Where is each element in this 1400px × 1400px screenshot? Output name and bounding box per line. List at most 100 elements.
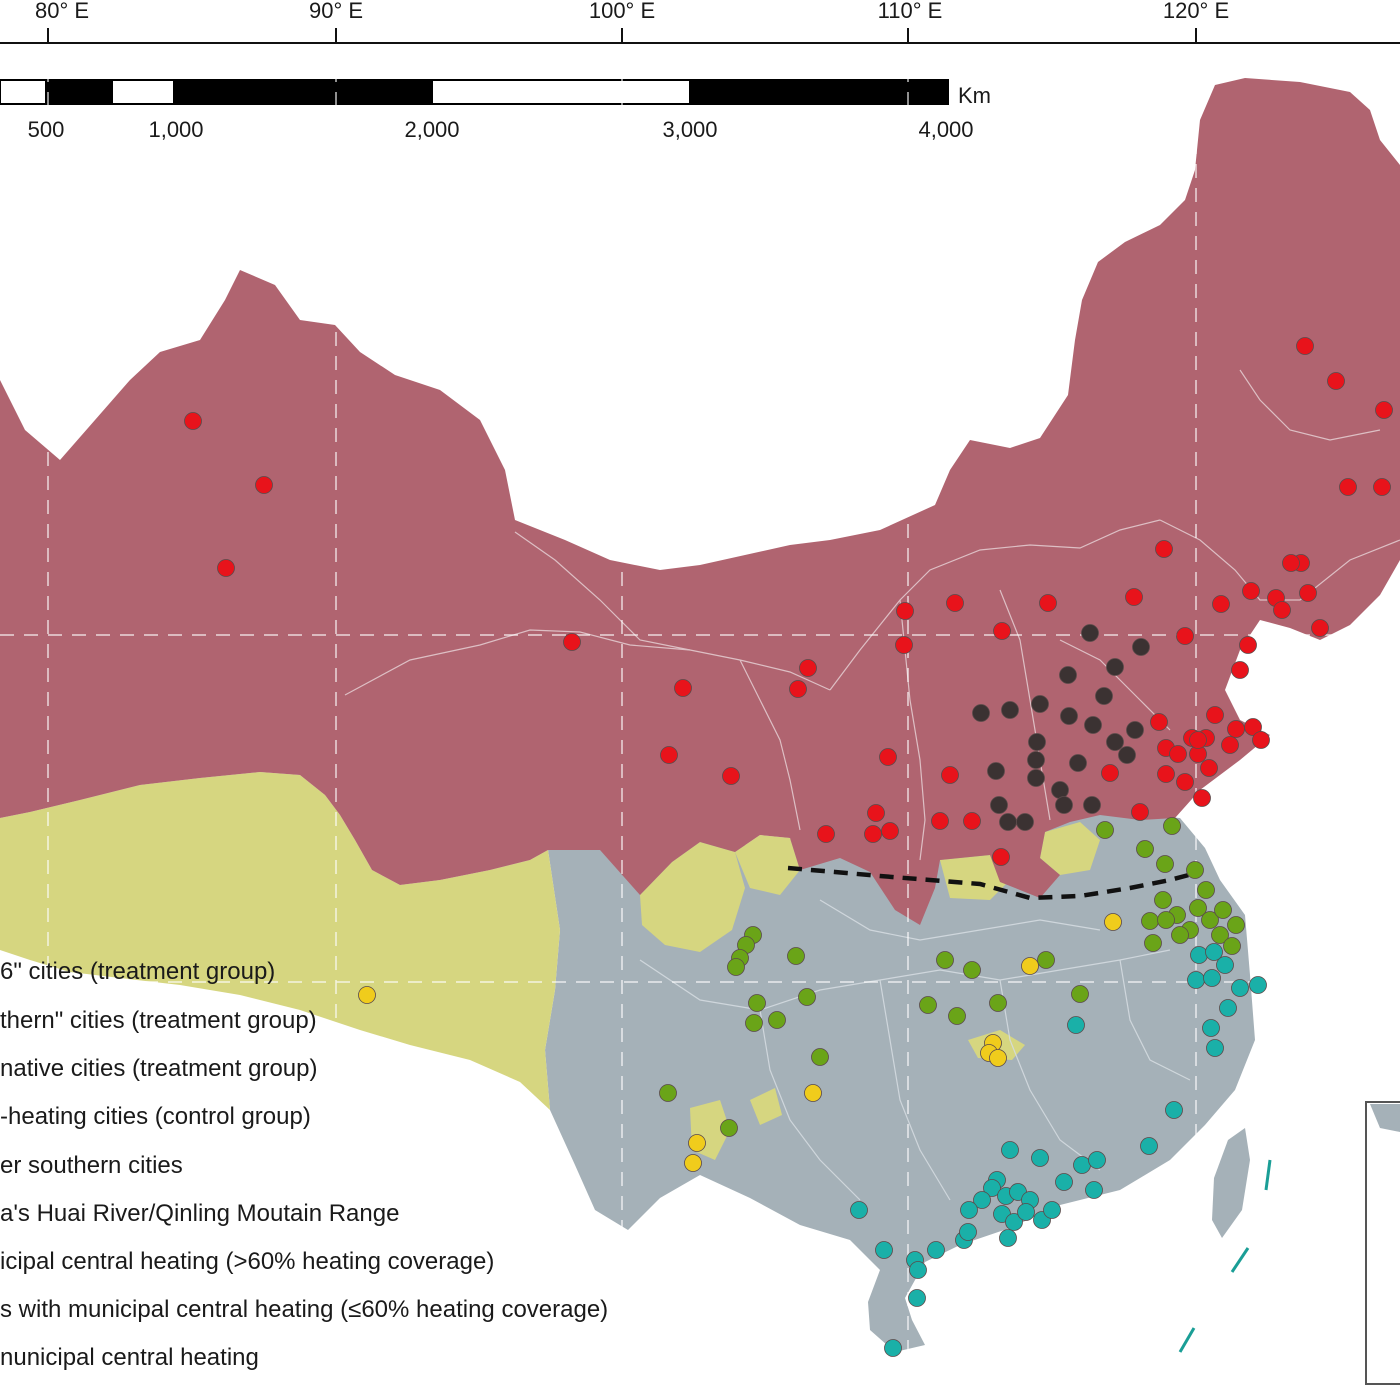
teal-city-marker bbox=[875, 1241, 893, 1259]
green-city-marker bbox=[1223, 937, 1241, 955]
longitude-label-120: 120° E bbox=[1162, 0, 1230, 23]
dark-city-marker bbox=[1069, 754, 1087, 772]
teal-city-marker bbox=[1249, 976, 1267, 994]
teal-city-marker bbox=[1055, 1173, 1073, 1191]
red-city-marker bbox=[1039, 594, 1057, 612]
green-city-marker bbox=[1163, 817, 1181, 835]
region-northern-heating bbox=[0, 78, 1400, 925]
dark-city-marker bbox=[1081, 624, 1099, 642]
green-city-marker bbox=[1156, 855, 1174, 873]
red-city-marker bbox=[993, 622, 1011, 640]
yellow-city-marker bbox=[358, 986, 376, 1004]
teal-city-marker bbox=[1088, 1151, 1106, 1169]
teal-city-marker bbox=[1231, 979, 1249, 997]
yellow-city-marker bbox=[684, 1154, 702, 1172]
dark-city-marker bbox=[1126, 721, 1144, 739]
red-city-marker bbox=[217, 559, 235, 577]
red-city-marker bbox=[799, 659, 817, 677]
dark-city-marker bbox=[972, 704, 990, 722]
longitude-ticks bbox=[47, 28, 1197, 43]
dark-city-marker bbox=[1031, 695, 1049, 713]
red-city-marker bbox=[946, 594, 964, 612]
dark-city-marker bbox=[999, 813, 1017, 831]
legend-item-other-southern-cities: er southern cities bbox=[0, 1152, 183, 1179]
teal-city-marker bbox=[999, 1229, 1017, 1247]
green-city-marker bbox=[1096, 821, 1114, 839]
region-partial-heating-hubei bbox=[940, 855, 1010, 900]
teal-city-marker bbox=[1206, 1039, 1224, 1057]
scale-unit: Km bbox=[958, 83, 991, 108]
red-city-marker bbox=[1282, 554, 1300, 572]
region-partial-heating-sichuan bbox=[640, 842, 745, 952]
dark-city-marker bbox=[1095, 687, 1113, 705]
inset-map-land bbox=[1370, 1104, 1400, 1132]
teal-city-marker bbox=[1202, 1019, 1220, 1037]
scale-label-4000: 4,000 bbox=[918, 117, 974, 142]
dark-city-marker bbox=[1027, 751, 1045, 769]
dark-city-marker bbox=[1084, 716, 1102, 734]
green-city-marker bbox=[989, 994, 1007, 1012]
scale-label-1000: 1,000 bbox=[148, 117, 204, 142]
red-city-marker bbox=[1311, 619, 1329, 637]
green-city-marker bbox=[745, 1014, 763, 1032]
teal-city-marker bbox=[1190, 946, 1208, 964]
dark-city-marker bbox=[1083, 796, 1101, 814]
teal-city-marker bbox=[1005, 1213, 1023, 1231]
red-city-marker bbox=[1299, 584, 1317, 602]
dark-city-marker bbox=[987, 762, 1005, 780]
red-city-marker bbox=[184, 412, 202, 430]
dark-city-marker bbox=[1016, 813, 1034, 831]
teal-city-marker bbox=[909, 1261, 927, 1279]
legend-item-full-heating-region: icipal central heating (>60% heating cov… bbox=[0, 1248, 495, 1275]
green-city-marker bbox=[1186, 861, 1204, 879]
teal-city-marker bbox=[1043, 1201, 1061, 1219]
green-city-marker bbox=[1141, 912, 1159, 930]
green-city-marker bbox=[659, 1084, 677, 1102]
teal-city-marker bbox=[1140, 1137, 1158, 1155]
dark-city-marker bbox=[990, 796, 1008, 814]
teal-city-marker bbox=[960, 1201, 978, 1219]
green-city-marker bbox=[1037, 951, 1055, 969]
red-city-marker bbox=[1125, 588, 1143, 606]
green-city-marker bbox=[1144, 934, 1162, 952]
legend-item-northern-cities: thern" cities (treatment group) bbox=[0, 1007, 317, 1034]
green-city-marker bbox=[1071, 985, 1089, 1003]
legend-item-huai-line: a's Huai River/Qinling Moutain Range bbox=[0, 1200, 400, 1227]
teal-city-marker bbox=[1001, 1141, 1019, 1159]
scale-label-500: 500 bbox=[27, 117, 65, 142]
yellow-city-marker bbox=[688, 1134, 706, 1152]
dark-city-marker bbox=[1106, 733, 1124, 751]
scale-bar bbox=[0, 79, 949, 105]
region-partial-heating-patch-3 bbox=[750, 1088, 782, 1125]
scale-label-2000: 2,000 bbox=[404, 117, 460, 142]
red-city-marker bbox=[1157, 765, 1175, 783]
red-city-marker bbox=[1176, 773, 1194, 791]
yellow-city-marker bbox=[989, 1049, 1007, 1067]
red-city-marker bbox=[1239, 636, 1257, 654]
region-partial-heating-qinling bbox=[735, 835, 800, 895]
red-city-marker bbox=[931, 812, 949, 830]
graticule-lines bbox=[0, 44, 1400, 1400]
yellow-city-marker bbox=[1021, 957, 1039, 975]
dark-city-marker bbox=[1132, 638, 1150, 656]
red-city-marker bbox=[255, 476, 273, 494]
red-city-marker bbox=[1200, 759, 1218, 777]
green-city-marker bbox=[1197, 881, 1215, 899]
red-city-marker bbox=[1252, 731, 1270, 749]
teal-city-marker bbox=[959, 1223, 977, 1241]
teal-city-marker bbox=[1031, 1149, 1049, 1167]
teal-city-marker bbox=[1085, 1181, 1103, 1199]
teal-city-marker bbox=[850, 1201, 868, 1219]
teal-city-marker bbox=[927, 1241, 945, 1259]
red-city-marker bbox=[1231, 661, 1249, 679]
legend-item-control-cities: -heating cities (control group) bbox=[0, 1103, 311, 1130]
red-city-marker bbox=[1169, 745, 1187, 763]
red-city-marker bbox=[992, 848, 1010, 866]
legend-item-partial-heating-region: s with municipal central heating (≤60% h… bbox=[0, 1296, 609, 1323]
south-china-sea-dashes bbox=[1178, 1159, 1272, 1353]
green-city-marker bbox=[1201, 911, 1219, 929]
region-no-heating bbox=[545, 812, 1255, 1352]
teal-city-marker bbox=[1017, 1203, 1035, 1221]
teal-city-marker bbox=[1219, 999, 1237, 1017]
